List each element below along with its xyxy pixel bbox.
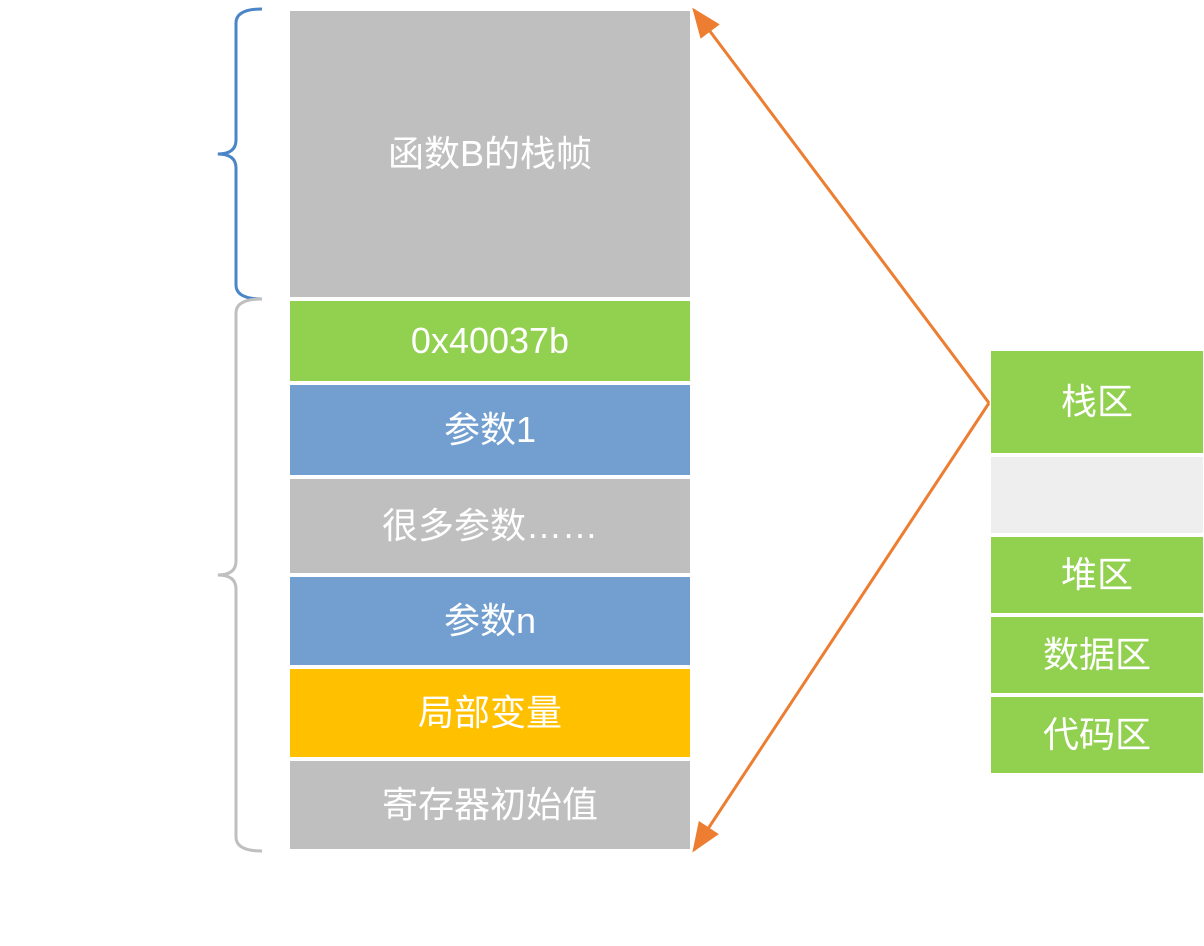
brace-blue xyxy=(218,9,262,299)
mem-cell-gap xyxy=(989,455,1204,535)
memory-column: 栈区 堆区 数据区 代码区 xyxy=(989,349,1204,775)
mem-cell-heap: 堆区 xyxy=(989,535,1204,615)
brace-gray xyxy=(218,299,262,851)
stack-cell-regs: 寄存器初始值 xyxy=(288,759,692,851)
arrow-top xyxy=(694,10,989,403)
stack-cell-args-more: 很多参数…… xyxy=(288,477,692,575)
arrow-bottom xyxy=(694,403,989,850)
stack-cell-argn: 参数n xyxy=(288,575,692,667)
mem-cell-code: 代码区 xyxy=(989,695,1204,775)
stack-cell-arg1: 参数1 xyxy=(288,383,692,477)
mem-cell-data: 数据区 xyxy=(989,615,1204,695)
stack-column: 函数B的栈帧 0x40037b 参数1 很多参数…… 参数n 局部变量 寄存器初… xyxy=(288,9,692,851)
stack-cell-frame-b: 函数B的栈帧 xyxy=(288,9,692,299)
mem-cell-stack: 栈区 xyxy=(989,349,1204,455)
stack-cell-locals: 局部变量 xyxy=(288,667,692,759)
stack-cell-retaddr: 0x40037b xyxy=(288,299,692,383)
